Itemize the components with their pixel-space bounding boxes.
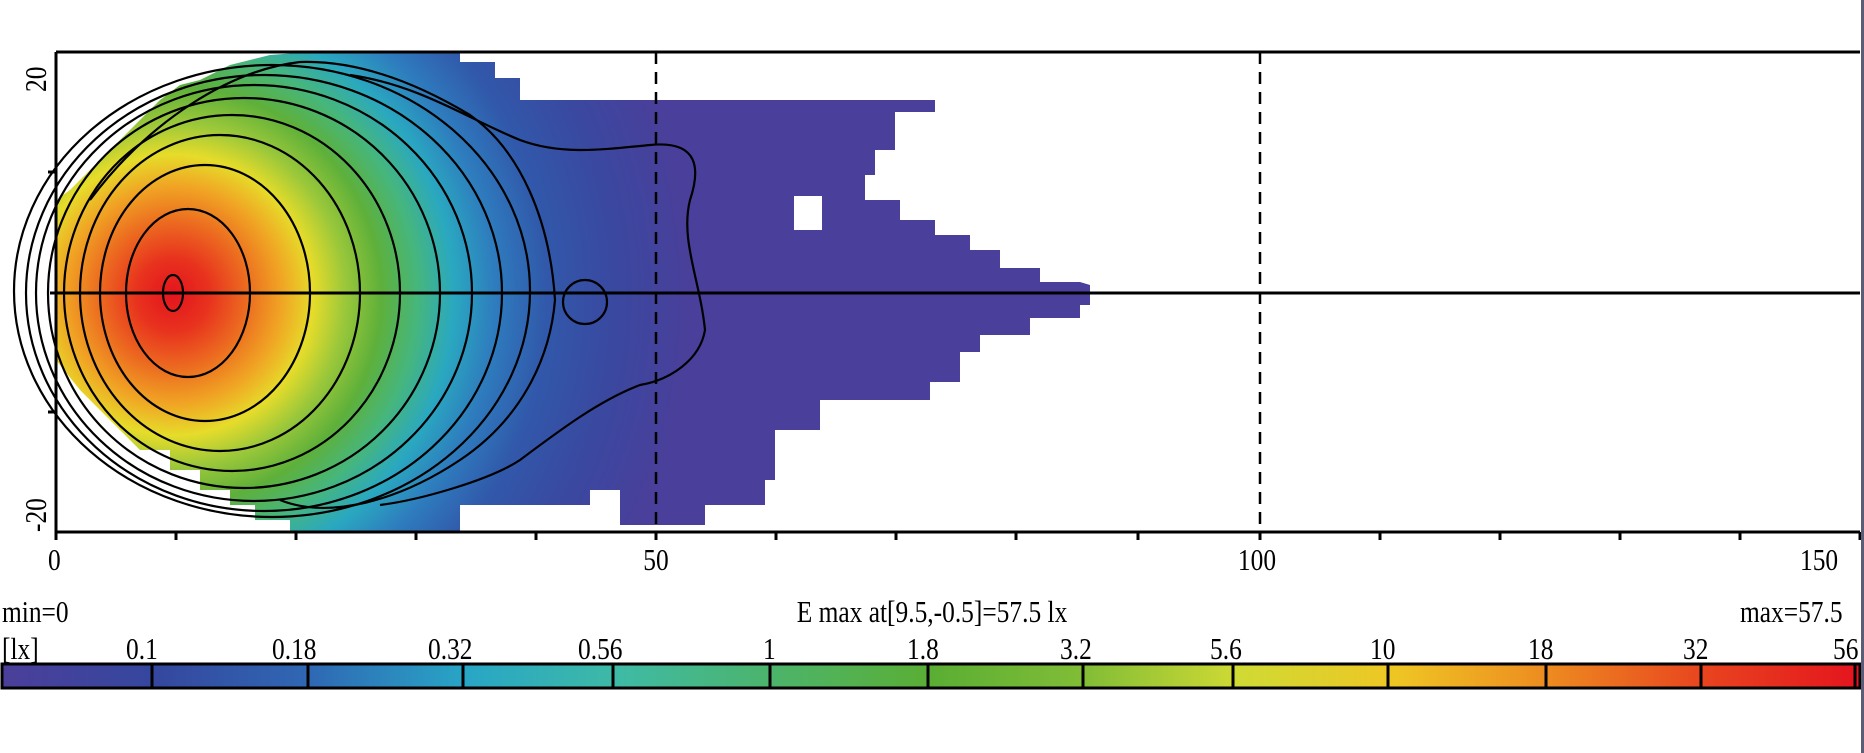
colorbar-label: 0.32	[428, 631, 473, 666]
colorbar-unit-label: [lx]	[2, 631, 39, 666]
x-ticks	[54, 532, 1862, 540]
x-tick-label-50: 50	[643, 542, 669, 577]
y-tick-label-neg20: -20	[18, 498, 53, 532]
colorbar-label: 0.56	[578, 631, 623, 666]
x-tick-label-0: 0	[48, 542, 61, 577]
colorbar-label: 56	[1833, 631, 1859, 666]
colorbar-label: 32	[1683, 631, 1709, 666]
colorbar-label: 5.6	[1210, 631, 1242, 666]
colorbar-label: 0.18	[272, 631, 317, 666]
plot-axes	[48, 50, 1862, 540]
right-edge-border	[1861, 0, 1864, 753]
x-tick-label-150: 150	[1800, 542, 1839, 577]
y-tick-label-20: 20	[18, 66, 53, 92]
colorbar-label: 1.8	[907, 631, 939, 666]
colorbar-label: 3.2	[1060, 631, 1092, 666]
colorbar-label: 1	[763, 631, 776, 666]
max-location-label: E max at[9.5,-0.5]=57.5 lx	[796, 594, 1068, 629]
data-hole	[794, 196, 822, 230]
colorbar-label: 0.1	[126, 631, 158, 666]
colorbar-label: 10	[1370, 631, 1396, 666]
x-tick-label-100: 100	[1237, 542, 1277, 577]
colorbar-label: 18	[1528, 631, 1554, 666]
min-value-label: min=0	[2, 594, 69, 629]
colorbar	[0, 662, 1862, 690]
max-value-label: max=57.5	[1740, 594, 1843, 629]
